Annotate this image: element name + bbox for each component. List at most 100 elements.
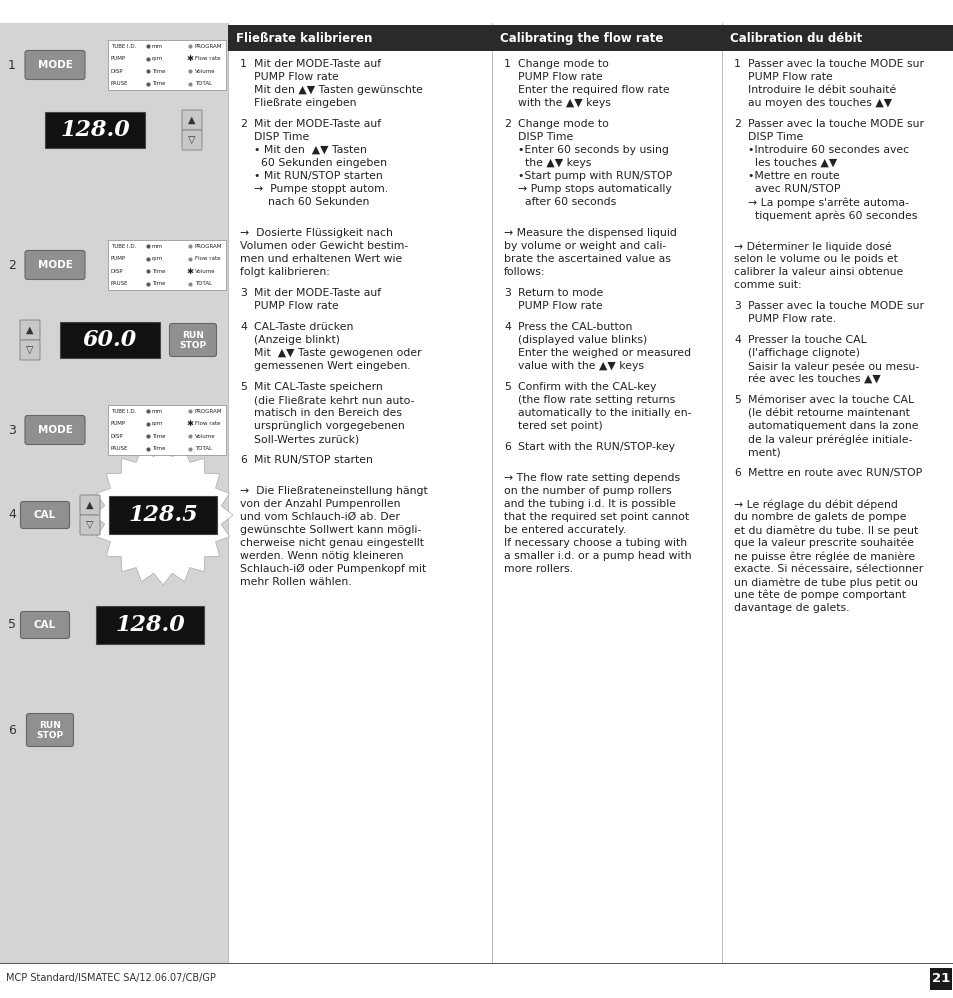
Text: les touches ▲▼: les touches ▲▼ bbox=[747, 158, 837, 168]
Text: Fließrate eingeben: Fließrate eingeben bbox=[253, 98, 356, 108]
Bar bbox=[228, 25, 492, 51]
Text: Mit  ▲▼ Taste gewogenen oder: Mit ▲▼ Taste gewogenen oder bbox=[253, 348, 421, 358]
Text: (Anzeige blinkt): (Anzeige blinkt) bbox=[253, 335, 339, 345]
Text: brate the ascertained value as: brate the ascertained value as bbox=[503, 254, 670, 264]
Text: PAUSE: PAUSE bbox=[111, 81, 129, 86]
Text: Mit der MODE-Taste auf: Mit der MODE-Taste auf bbox=[253, 119, 381, 129]
Text: cherweise nicht genau eingestellt: cherweise nicht genau eingestellt bbox=[240, 538, 423, 548]
Text: mehr Rollen wählen.: mehr Rollen wählen. bbox=[240, 577, 352, 587]
Text: du nombre de galets de pompe: du nombre de galets de pompe bbox=[733, 512, 905, 522]
Text: 6: 6 bbox=[240, 455, 247, 465]
Text: de la valeur préréglée initiale-: de la valeur préréglée initiale- bbox=[747, 434, 911, 444]
Text: follows:: follows: bbox=[503, 267, 545, 277]
FancyBboxPatch shape bbox=[20, 320, 40, 340]
Text: PAUSE: PAUSE bbox=[111, 446, 129, 451]
Text: 3: 3 bbox=[733, 301, 740, 311]
Text: → Déterminer le liquide dosé: → Déterminer le liquide dosé bbox=[733, 241, 891, 251]
Text: avec RUN/STOP: avec RUN/STOP bbox=[747, 184, 840, 194]
Text: (l'affichage clignote): (l'affichage clignote) bbox=[747, 348, 859, 358]
Text: ▽: ▽ bbox=[86, 520, 93, 530]
Text: by volume or weight and cali-: by volume or weight and cali- bbox=[503, 241, 665, 251]
Text: rpm: rpm bbox=[152, 421, 163, 426]
Text: PAUSE: PAUSE bbox=[111, 281, 129, 286]
FancyBboxPatch shape bbox=[20, 340, 40, 360]
Text: → The flow rate setting depends: → The flow rate setting depends bbox=[503, 473, 679, 483]
Text: • Mit RUN/STOP starten: • Mit RUN/STOP starten bbox=[253, 171, 382, 181]
Text: Schlauch-iØ oder Pumpenkopf mit: Schlauch-iØ oder Pumpenkopf mit bbox=[240, 564, 426, 574]
Text: davantage de galets.: davantage de galets. bbox=[733, 603, 848, 613]
Text: ▽: ▽ bbox=[27, 345, 33, 355]
Text: STOP: STOP bbox=[36, 731, 64, 740]
Text: Fließrate kalibrieren: Fließrate kalibrieren bbox=[235, 32, 372, 45]
FancyBboxPatch shape bbox=[182, 130, 202, 150]
Text: more rollers.: more rollers. bbox=[503, 564, 573, 574]
Text: 128.5: 128.5 bbox=[128, 504, 197, 526]
Text: 60.0: 60.0 bbox=[83, 329, 137, 351]
Text: PUMP Flow rate: PUMP Flow rate bbox=[253, 301, 338, 311]
Text: Time: Time bbox=[152, 69, 165, 74]
Text: Enter the required flow rate: Enter the required flow rate bbox=[517, 85, 669, 95]
Text: Calibration du débit: Calibration du débit bbox=[729, 32, 862, 45]
Text: ▲: ▲ bbox=[188, 115, 195, 125]
Text: CAL: CAL bbox=[34, 620, 56, 630]
Text: ment): ment) bbox=[747, 447, 780, 457]
Text: 3: 3 bbox=[503, 288, 511, 298]
Bar bbox=[108, 240, 226, 290]
Text: a smaller i.d. or a pump head with: a smaller i.d. or a pump head with bbox=[503, 551, 691, 561]
Text: ▽: ▽ bbox=[188, 135, 195, 145]
Text: Volumen oder Gewicht bestim-: Volumen oder Gewicht bestim- bbox=[240, 241, 408, 251]
Text: Mit den ▲▼ Tasten gewünschte: Mit den ▲▼ Tasten gewünschte bbox=[253, 85, 422, 95]
FancyBboxPatch shape bbox=[27, 714, 73, 747]
Text: automatiquement dans la zone: automatiquement dans la zone bbox=[747, 421, 918, 431]
Text: 2: 2 bbox=[8, 258, 16, 271]
Text: If necessary choose a tubing with: If necessary choose a tubing with bbox=[503, 538, 686, 548]
Text: be entered accurately.: be entered accurately. bbox=[503, 525, 625, 535]
Text: mm: mm bbox=[152, 409, 163, 414]
Text: → La pompe s'arrête automa-: → La pompe s'arrête automa- bbox=[747, 197, 908, 208]
Bar bbox=[721, 25, 953, 51]
Text: Volume: Volume bbox=[194, 268, 215, 273]
Text: calibrer la valeur ainsi obtenue: calibrer la valeur ainsi obtenue bbox=[733, 267, 902, 277]
Text: PUMP Flow rate: PUMP Flow rate bbox=[253, 72, 338, 82]
Text: → Measure the dispensed liquid: → Measure the dispensed liquid bbox=[503, 228, 677, 238]
Text: (the flow rate setting returns: (the flow rate setting returns bbox=[517, 395, 675, 405]
Text: •Start pump with RUN/STOP: •Start pump with RUN/STOP bbox=[517, 171, 672, 181]
Text: MODE: MODE bbox=[37, 260, 72, 270]
Text: ▲: ▲ bbox=[27, 325, 33, 335]
Text: rpm: rpm bbox=[152, 56, 163, 61]
Text: Passer avec la touche MODE sur: Passer avec la touche MODE sur bbox=[747, 119, 923, 129]
Text: ursprünglich vorgegebenen: ursprünglich vorgegebenen bbox=[253, 421, 404, 431]
Text: Passer avec la touche MODE sur: Passer avec la touche MODE sur bbox=[747, 59, 923, 69]
Text: Soll-Wertes zurück): Soll-Wertes zurück) bbox=[253, 434, 359, 444]
Text: PROGRAM: PROGRAM bbox=[194, 44, 222, 49]
Text: PUMP: PUMP bbox=[111, 56, 126, 61]
Text: •Introduire 60 secondes avec: •Introduire 60 secondes avec bbox=[747, 145, 908, 155]
Text: Press the CAL-button: Press the CAL-button bbox=[517, 322, 632, 332]
FancyBboxPatch shape bbox=[25, 51, 85, 80]
Text: →  Die Fließrateneinstellung hängt: → Die Fließrateneinstellung hängt bbox=[240, 486, 427, 496]
Text: DISP: DISP bbox=[111, 434, 124, 439]
Text: Flow rate: Flow rate bbox=[194, 56, 220, 61]
Text: DISP Time: DISP Time bbox=[747, 132, 802, 142]
Bar bbox=[60, 322, 160, 358]
Text: 3: 3 bbox=[240, 288, 247, 298]
Text: automatically to the initially en-: automatically to the initially en- bbox=[517, 408, 691, 418]
Text: CAL-Taste drücken: CAL-Taste drücken bbox=[253, 322, 353, 332]
Text: Passer avec la touche MODE sur: Passer avec la touche MODE sur bbox=[747, 301, 923, 311]
Text: exacte. Si nécessaire, sélectionner: exacte. Si nécessaire, sélectionner bbox=[733, 564, 923, 574]
Text: •Mettre en route: •Mettre en route bbox=[747, 171, 839, 181]
Text: Mit der MODE-Taste auf: Mit der MODE-Taste auf bbox=[253, 59, 381, 69]
Text: 1: 1 bbox=[240, 59, 247, 69]
Text: PROGRAM: PROGRAM bbox=[194, 409, 222, 414]
Text: (die Fließrate kehrt nun auto-: (die Fließrate kehrt nun auto- bbox=[253, 395, 414, 405]
Text: with the ▲▼ keys: with the ▲▼ keys bbox=[517, 98, 610, 108]
Polygon shape bbox=[92, 445, 233, 585]
Text: Mettre en route avec RUN/STOP: Mettre en route avec RUN/STOP bbox=[747, 468, 922, 478]
Text: MODE: MODE bbox=[37, 60, 72, 70]
Text: value with the ▲▼ keys: value with the ▲▼ keys bbox=[517, 361, 643, 371]
Text: •Enter 60 seconds by using: •Enter 60 seconds by using bbox=[517, 145, 668, 155]
Bar bbox=[96, 606, 204, 644]
Text: nach 60 Sekunden: nach 60 Sekunden bbox=[253, 197, 369, 207]
Text: RUN: RUN bbox=[39, 721, 61, 730]
Text: Confirm with the CAL-key: Confirm with the CAL-key bbox=[517, 382, 656, 392]
